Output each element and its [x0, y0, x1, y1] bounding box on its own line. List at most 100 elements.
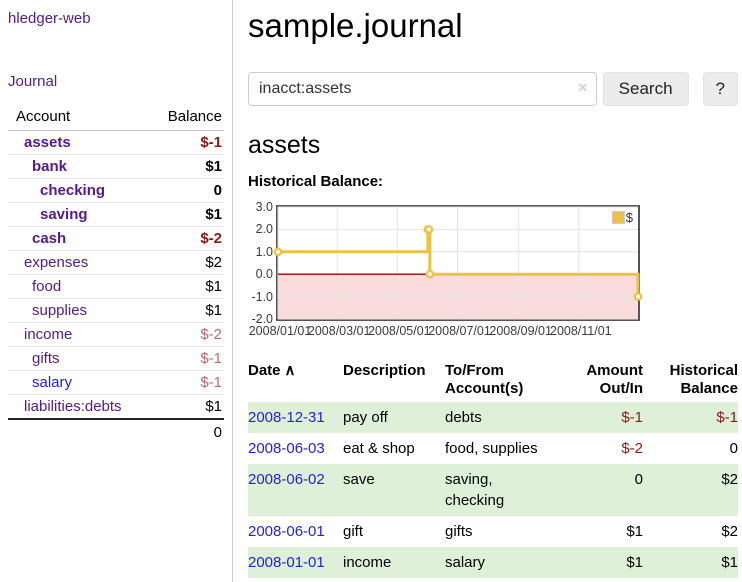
account-link-expenses[interactable]: expenses — [24, 254, 89, 271]
accounts-total-value: 0 — [213, 424, 222, 441]
chart-y-axis: 3.0 2.0 1.0 0.0 -1.0 -2.0 — [248, 200, 276, 326]
register-header-accounts: To/From Account(s) — [445, 362, 524, 397]
account-balance: $-1 — [200, 350, 222, 367]
y-tick-label: 1.0 — [255, 244, 273, 259]
chart-plot[interactable]: $ — [273, 205, 643, 321]
y-tick-label: -2.0 — [251, 312, 273, 326]
accounts-header-row: Account Balance — [8, 104, 224, 131]
txn-date-link[interactable]: 2008-06-01 — [248, 523, 325, 540]
txn-accounts: salary — [445, 554, 486, 571]
txn-date-link[interactable]: 2008-06-02 — [248, 471, 325, 488]
txn-accounts: gifts — [445, 523, 473, 540]
x-tick-label: 2008/03/01 — [307, 324, 371, 338]
balance-chart: 3.0 2.0 1.0 0.0 -1.0 -2.0 $ 2008/01/01 2008/03… — [248, 200, 738, 339]
sidebar: hledger-web Journal Account Balance asse… — [0, 0, 233, 582]
main-content: sample.journal × Search ? assets Histori… — [248, 0, 738, 578]
x-tick-label: 2008/01/01 — [248, 324, 312, 338]
x-tick-label: 2008/07/01 — [428, 324, 491, 338]
account-link-liabilities-debts[interactable]: liabilities:debts — [24, 398, 122, 415]
txn-accounts: saving, checking — [445, 471, 505, 509]
account-balance: $1 — [205, 398, 222, 415]
register-row: 2008-06-02 save saving, checking 0 $2 — [248, 464, 738, 516]
txn-balance: $2 — [721, 523, 738, 540]
register-row: 2008-12-31 pay off debts $-1 $-1 — [248, 402, 738, 433]
account-link-income[interactable]: income — [24, 326, 73, 343]
txn-accounts: food, supplies — [445, 440, 538, 457]
register-header-date[interactable]: Date ∧ — [248, 362, 296, 379]
clear-search-icon[interactable]: × — [577, 78, 588, 97]
account-link-food[interactable]: food — [32, 278, 62, 295]
account-row: expenses $2 — [8, 251, 224, 275]
account-balance: $1 — [205, 302, 222, 319]
register-header-description: Description — [343, 362, 426, 379]
txn-date-link[interactable]: 2008-12-31 — [248, 409, 325, 426]
txn-description: pay off — [343, 409, 388, 426]
account-title: assets — [248, 131, 321, 159]
help-button[interactable]: ? — [702, 72, 738, 106]
search-input-wrap: × — [248, 72, 597, 106]
txn-balance: $-1 — [716, 409, 738, 426]
account-link-saving[interactable]: saving — [40, 206, 88, 223]
y-tick-label: 0.0 — [255, 267, 273, 282]
account-link-bank[interactable]: bank — [32, 158, 68, 175]
search-form: × Search ? — [248, 72, 738, 106]
account-balance: $-1 — [200, 134, 222, 151]
account-row: salary $-1 — [8, 371, 224, 395]
txn-balance: 0 — [729, 440, 738, 457]
account-link-gifts[interactable]: gifts — [32, 350, 60, 367]
accounts-table: Account Balance assets $-1 bank $1 check… — [8, 104, 224, 444]
register-row: 2008-06-01 gift gifts $1 $2 — [248, 516, 738, 547]
account-balance: $2 — [205, 254, 222, 271]
register-row: 2008-01-01 income salary $1 $1 — [248, 547, 738, 578]
account-link-supplies[interactable]: supplies — [32, 302, 88, 319]
account-row: assets $-1 — [8, 131, 224, 155]
txn-amount: $-1 — [621, 409, 643, 426]
chart-plot-canvas — [273, 206, 643, 320]
account-row: checking 0 — [8, 179, 224, 203]
x-tick-label: 2008/11/01 — [549, 324, 612, 338]
account-balance: $1 — [205, 158, 222, 175]
accounts-total-row: 0 — [8, 419, 224, 444]
register-header-balance: Historical Balance — [669, 362, 738, 397]
account-balance: $1 — [205, 278, 222, 295]
txn-balance: $1 — [721, 554, 738, 571]
sidebar-item-journal[interactable]: Journal — [8, 73, 58, 90]
register-table: Date ∧ Description To/From Account(s) Amo… — [248, 359, 738, 578]
accounts-header-balance: Balance — [167, 108, 222, 125]
txn-amount: $-2 — [621, 440, 643, 457]
account-link-assets[interactable]: assets — [24, 134, 71, 151]
sort-ascending-icon: ∧ — [284, 362, 296, 379]
txn-amount: $1 — [626, 523, 643, 540]
account-balance: $-2 — [200, 230, 222, 247]
txn-date-link[interactable]: 2008-06-03 — [248, 440, 325, 457]
txn-description: eat & shop — [343, 440, 415, 457]
account-row: supplies $1 — [8, 299, 224, 323]
txn-amount: $1 — [626, 554, 643, 571]
account-balance: $1 — [205, 206, 222, 223]
txn-amount: 0 — [634, 471, 643, 488]
account-link-checking[interactable]: checking — [40, 182, 106, 199]
chart-legend: $ — [611, 210, 633, 225]
account-row: saving $1 — [8, 203, 224, 227]
account-balance: $-1 — [200, 374, 222, 391]
chart-x-axis: 2008/01/01 2008/03/01 2008/05/01 2008/07/01… — [249, 321, 638, 339]
txn-description: income — [343, 554, 392, 571]
account-row: gifts $-1 — [8, 347, 224, 371]
account-link-cash[interactable]: cash — [32, 230, 67, 247]
page-title: sample.journal — [248, 7, 463, 44]
legend-label: $ — [625, 210, 633, 225]
search-button[interactable]: Search — [602, 72, 689, 106]
register-row: 2008-06-03 eat & shop food, supplies $-2… — [248, 433, 738, 464]
register-header-row: Date ∧ Description To/From Account(s) Amo… — [248, 359, 738, 402]
txn-date-link[interactable]: 2008-01-01 — [248, 554, 325, 571]
search-input[interactable] — [248, 72, 597, 106]
account-balance: $-2 — [200, 326, 222, 343]
brand-link[interactable]: hledger-web — [8, 10, 91, 27]
chart-heading: Historical Balance: — [248, 173, 384, 190]
account-link-salary[interactable]: salary — [32, 374, 73, 391]
y-tick-label: 3.0 — [255, 200, 273, 214]
account-row: cash $-2 — [8, 227, 224, 251]
y-tick-label: 2.0 — [255, 222, 273, 237]
account-row: liabilities:debts $1 — [8, 395, 224, 419]
